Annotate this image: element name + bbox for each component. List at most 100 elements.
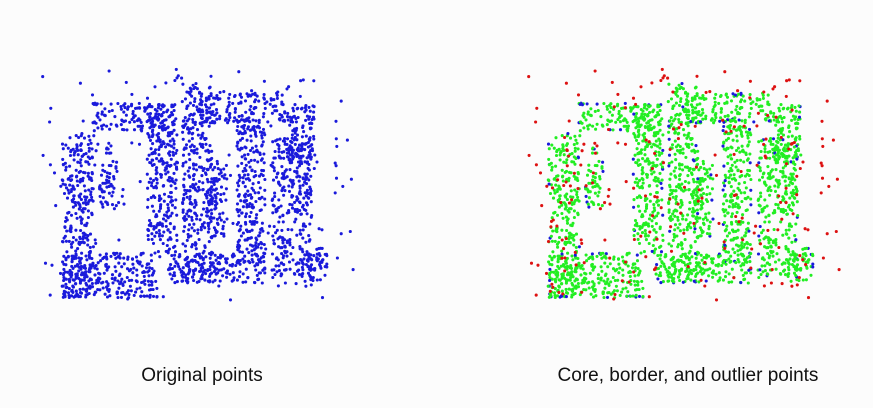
core-point xyxy=(103,272,106,275)
core-point xyxy=(288,190,291,193)
core-point xyxy=(795,127,798,130)
core-point xyxy=(614,279,617,282)
core-point xyxy=(160,113,163,116)
core-point xyxy=(126,267,129,270)
core-point xyxy=(214,204,217,207)
border-point xyxy=(101,206,104,209)
core-point xyxy=(157,119,160,122)
core-point xyxy=(257,243,260,246)
outlier-point xyxy=(80,149,83,152)
core-point xyxy=(655,140,658,143)
core-point xyxy=(668,271,671,274)
core-point xyxy=(126,256,129,259)
outlier-point xyxy=(53,171,56,174)
core-point xyxy=(196,190,199,193)
core-point xyxy=(78,204,81,207)
core-point xyxy=(584,277,587,280)
core-point xyxy=(192,164,195,167)
core-point xyxy=(72,194,75,197)
outlier-point xyxy=(299,187,302,190)
core-point xyxy=(596,194,599,197)
core-point xyxy=(282,185,285,188)
core-point xyxy=(236,202,239,205)
core-point xyxy=(163,200,166,203)
core-point xyxy=(779,115,782,118)
outlier-point xyxy=(175,68,178,71)
core-point xyxy=(158,160,161,163)
core-point xyxy=(558,236,561,239)
core-point xyxy=(222,232,225,235)
core-point xyxy=(159,203,162,206)
core-point xyxy=(684,270,687,273)
core-point xyxy=(208,116,211,119)
core-point xyxy=(603,287,606,290)
core-point xyxy=(564,194,567,197)
core-point xyxy=(772,115,775,118)
core-point xyxy=(88,270,91,273)
core-point xyxy=(184,192,187,195)
core-point xyxy=(282,103,285,106)
outlier-point xyxy=(835,230,838,233)
core-point xyxy=(684,103,687,106)
core-point xyxy=(140,290,143,293)
core-point xyxy=(79,229,82,232)
core-point xyxy=(290,161,293,164)
core-point xyxy=(188,223,191,226)
core-point xyxy=(307,196,310,199)
core-point xyxy=(170,254,173,257)
core-point xyxy=(241,251,244,254)
core-point xyxy=(697,261,700,264)
core-point xyxy=(288,168,291,171)
core-point xyxy=(116,292,119,295)
core-point xyxy=(152,179,155,182)
core-point xyxy=(304,178,307,181)
core-point xyxy=(285,250,288,253)
core-point xyxy=(307,178,310,181)
core-point xyxy=(595,255,598,258)
outlier-point xyxy=(748,96,751,99)
core-point xyxy=(588,196,591,199)
core-point xyxy=(91,282,94,285)
core-point xyxy=(726,162,729,165)
core-point xyxy=(254,174,257,177)
core-point xyxy=(640,148,643,151)
core-point xyxy=(556,246,559,249)
outlier-point xyxy=(315,160,318,163)
core-point xyxy=(151,274,154,277)
core-point xyxy=(597,203,600,206)
core-point xyxy=(300,213,303,216)
core-point xyxy=(560,212,563,215)
core-point xyxy=(195,148,198,151)
outlier-point xyxy=(185,90,188,93)
core-point xyxy=(746,208,749,211)
core-point xyxy=(309,110,312,113)
core-point xyxy=(635,161,638,164)
core-point xyxy=(571,203,574,206)
outlier-point xyxy=(838,268,841,271)
border-point xyxy=(710,199,713,202)
outlier-point xyxy=(527,75,530,78)
core-point xyxy=(274,231,277,234)
core-point xyxy=(547,285,550,288)
core-point xyxy=(784,262,787,265)
core-point xyxy=(302,263,305,266)
core-point xyxy=(146,263,149,266)
core-point xyxy=(670,160,673,163)
core-point xyxy=(295,170,298,173)
core-point xyxy=(629,295,632,298)
border-point xyxy=(656,277,659,280)
core-point xyxy=(639,163,642,166)
core-point xyxy=(745,197,748,200)
core-point xyxy=(170,191,173,194)
core-point xyxy=(669,173,672,176)
core-point xyxy=(797,147,800,150)
core-point xyxy=(263,252,266,255)
core-point xyxy=(111,109,114,112)
core-point xyxy=(152,210,155,213)
border-point xyxy=(585,195,588,198)
core-point xyxy=(790,241,793,244)
border-point xyxy=(579,103,582,106)
core-point xyxy=(173,225,176,228)
core-point xyxy=(677,276,680,279)
core-point xyxy=(590,265,593,268)
